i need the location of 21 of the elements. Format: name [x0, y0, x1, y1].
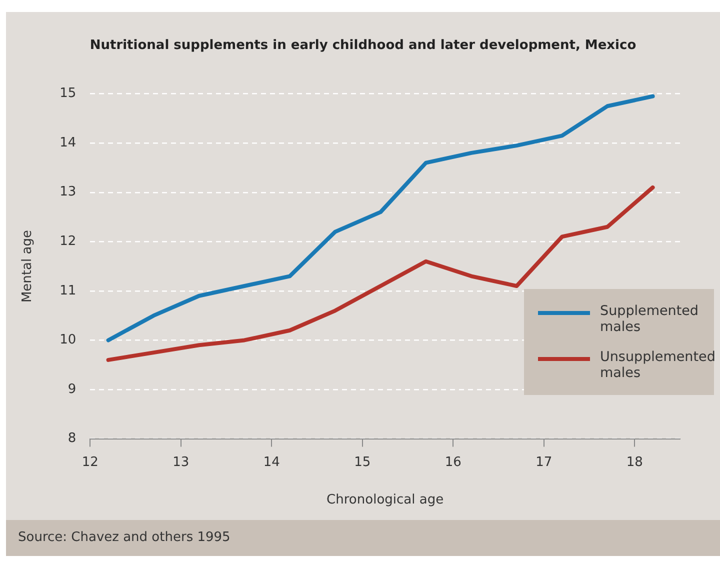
y-tick-label: 12 [60, 234, 76, 250]
x-tick-label: 15 [354, 454, 371, 470]
y-tick-label: 9 [68, 382, 76, 397]
x-tick-label: 16 [444, 454, 462, 470]
y-tick-label: 8 [68, 431, 76, 446]
x-tick-label: 13 [172, 454, 190, 470]
y-tick-label: 10 [60, 332, 76, 348]
x-tick-label: 18 [626, 454, 643, 470]
y-tick-label: 14 [60, 135, 76, 150]
x-tick-label: 12 [82, 454, 98, 470]
x-axis-title: Chronological age [326, 492, 444, 508]
chart-title: Nutritional supplements in early childhood and later development, Mexico [88, 38, 638, 53]
legend-label: Unsupplemented males [600, 349, 716, 381]
legend-label: Supplemented males [600, 303, 700, 335]
y-axis-title: Mental age [20, 230, 36, 303]
y-tick-label: 11 [60, 283, 76, 298]
y-tick-label: 15 [60, 86, 76, 102]
y-tick-label: 13 [60, 184, 76, 200]
source-note: Source: Chavez and others 1995 [18, 530, 230, 545]
x-tick-label: 17 [536, 454, 552, 470]
x-tick-label: 14 [263, 454, 280, 470]
